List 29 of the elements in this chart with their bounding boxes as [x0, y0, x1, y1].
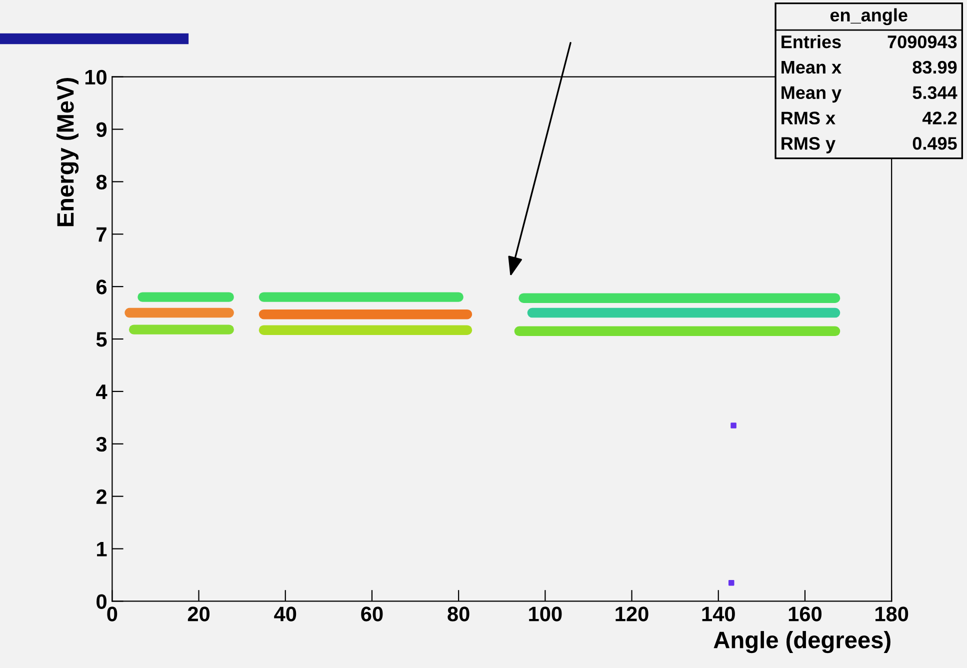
y-tick-label: 2: [96, 489, 106, 504]
x-tick-label: 80: [448, 606, 470, 622]
y-tick-label: 3: [96, 436, 107, 452]
x-tick-label: 40: [274, 606, 296, 622]
x-tick-label: 140: [702, 606, 735, 622]
y-tick-label: 0: [96, 594, 106, 609]
text: Entries 7090943: [782, 35, 957, 48]
x-axis-title: Angle (degrees): [714, 631, 890, 654]
y-axis-title: Energy (MeV): [56, 78, 79, 226]
text: en_angle: [830, 8, 908, 26]
y-tick-label: 7: [96, 227, 106, 242]
y-tick-label: 8: [96, 174, 107, 190]
y-tick-label: 10: [85, 70, 106, 85]
y-tick-label: 4: [96, 384, 108, 399]
x-tick-label: 120: [616, 606, 648, 622]
x-tick-label: 160: [788, 606, 822, 622]
x-tick-label: 0: [107, 606, 118, 622]
x-tick-label: 180: [876, 606, 908, 622]
x-tick-label: 100: [529, 606, 562, 622]
y-tick-label: 1: [97, 542, 107, 556]
text: RMS y 0.495: [782, 137, 957, 154]
text: RMS x 42.2: [782, 112, 957, 124]
x-tick-label: 20: [188, 606, 210, 622]
text: Mean y 5.344: [782, 86, 958, 103]
y-tick-label: 9: [96, 122, 107, 138]
text: Mean x 83.99: [782, 60, 957, 74]
y-tick-label: 5: [96, 332, 107, 347]
x-tick-label: 60: [361, 606, 383, 622]
y-tick-label: 6: [96, 280, 107, 294]
